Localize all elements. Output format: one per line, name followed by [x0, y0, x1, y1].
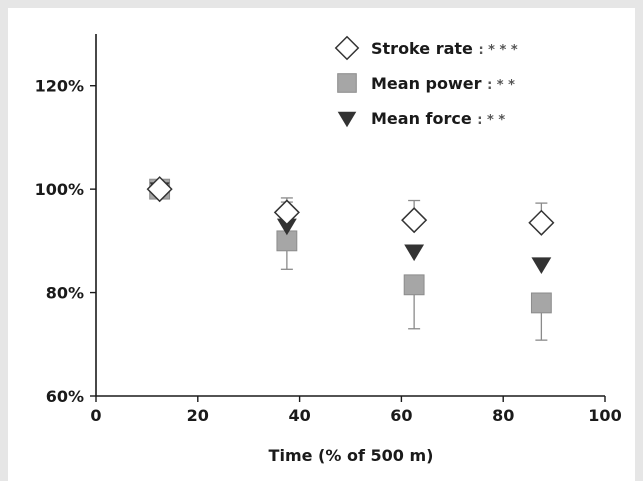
data-point [528, 209, 555, 236]
legend-label: Stroke rate : * * * [371, 39, 518, 58]
axes [95, 34, 605, 397]
legend-label: Mean force : * * [371, 109, 505, 128]
data-markers [146, 176, 555, 314]
x-axis-title: Time (% of 500 m) [269, 446, 434, 465]
x-tick-label: 20 [187, 406, 209, 425]
legend-marker [337, 73, 357, 93]
data-point [530, 292, 552, 314]
data-point [531, 257, 552, 275]
figure-panel: 0 20 40 60 80 100 60% 80% 100% 120% Time (% of 50… [8, 8, 635, 481]
y-tick-label: 120% [35, 77, 84, 96]
data-point [273, 199, 300, 226]
y-tick-label: 60% [46, 387, 84, 406]
x-tick-label: 40 [288, 406, 310, 425]
data-point [276, 218, 297, 236]
legend-significance: : * * [487, 78, 515, 93]
scatter-chart: 0 20 40 60 80 100 60% 80% 100% 120% Time (% of 50… [35, 34, 622, 465]
x-tick-label: 60 [390, 406, 412, 425]
x-tick-label: 80 [492, 406, 514, 425]
data-point [401, 207, 428, 234]
y-tick-label: 80% [46, 284, 84, 303]
legend-marker [337, 111, 357, 128]
data-point [404, 244, 425, 262]
x-tick-label: 100 [588, 406, 621, 425]
x-tick-label: 0 [90, 406, 101, 425]
legend-marker [334, 35, 360, 61]
legend: Stroke rate : * * * Mean power : * * Mean … [334, 35, 518, 128]
legend-significance: : * * [477, 113, 505, 128]
data-point [403, 274, 425, 296]
legend-significance: : * * * [478, 43, 517, 58]
legend-label: Mean power : * * [371, 74, 515, 93]
ticks: 0 20 40 60 80 100 60% 80% 100% 120% [35, 77, 622, 425]
y-tick-label: 100% [35, 180, 84, 199]
data-point [146, 176, 173, 203]
